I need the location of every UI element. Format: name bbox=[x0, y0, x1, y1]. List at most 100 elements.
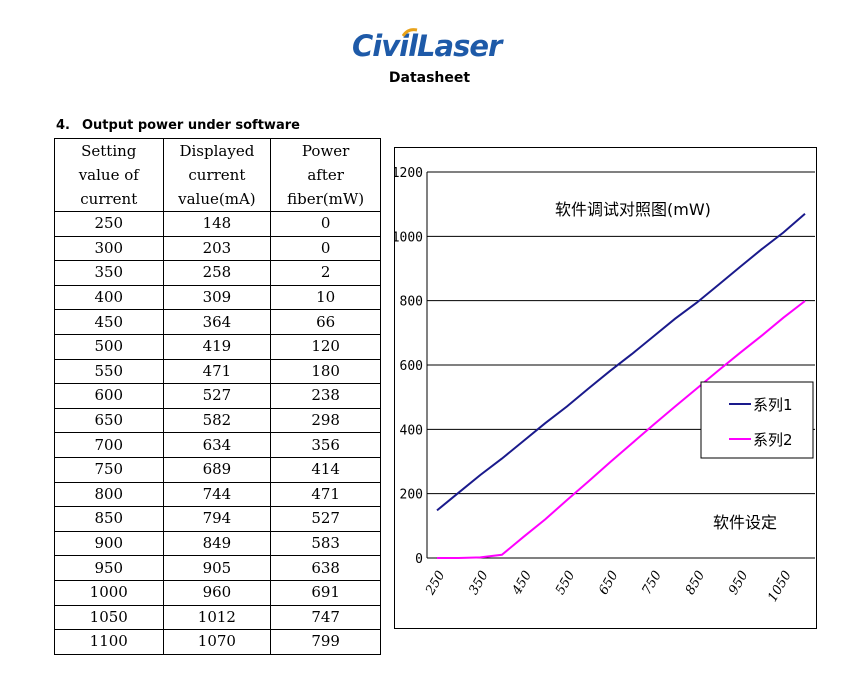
table-cell: 960 bbox=[162, 579, 272, 606]
y-tick-label: 1000 bbox=[395, 230, 423, 245]
header-line: Displayed bbox=[179, 142, 255, 160]
chart-gridlines bbox=[427, 171, 815, 559]
x-tick-label: 550 bbox=[553, 569, 578, 598]
y-tick-label: 0 bbox=[415, 552, 423, 567]
table-row: 800 744 471 bbox=[54, 481, 381, 508]
table-cell: 1050 bbox=[54, 604, 164, 631]
table-header-row: Setting value of current Displayed curre… bbox=[54, 138, 381, 212]
table-cell: 10 bbox=[270, 284, 381, 311]
table-row: 900 849 583 bbox=[54, 530, 381, 557]
header-line: current bbox=[188, 166, 246, 184]
header-power-after-fiber: Power after fiber(mW) bbox=[270, 138, 381, 212]
table-row: 250 148 0 bbox=[54, 211, 381, 237]
y-tick-label: 400 bbox=[400, 423, 423, 438]
logo-part-civil: Civil bbox=[352, 29, 418, 63]
table-cell: 550 bbox=[54, 358, 164, 385]
x-tick-label: 1050 bbox=[765, 569, 795, 605]
header-setting-value: Setting value of current bbox=[54, 138, 164, 212]
table-cell: 180 bbox=[270, 358, 381, 385]
table-row: 450 364 66 bbox=[54, 309, 381, 335]
header-line: value of bbox=[78, 166, 139, 184]
table-cell: 364 bbox=[162, 309, 272, 335]
table-row: 1050 1012 747 bbox=[54, 604, 381, 631]
table-row: 750 689 414 bbox=[54, 456, 381, 483]
x-tick-label: 850 bbox=[683, 569, 708, 598]
table-row: 1100 1070 799 bbox=[54, 629, 381, 655]
table-row: 1000 960 691 bbox=[54, 579, 381, 606]
table-cell: 691 bbox=[270, 579, 381, 606]
header-displayed-current: Displayed current value(mA) bbox=[162, 138, 272, 212]
table-row: 350 258 2 bbox=[54, 260, 381, 286]
page-subtitle: Datasheet bbox=[388, 70, 471, 86]
table-cell: 527 bbox=[162, 383, 272, 409]
table-row: 300 203 0 bbox=[54, 235, 381, 262]
table-row: 850 794 527 bbox=[54, 506, 381, 532]
series-line-1 bbox=[436, 213, 806, 512]
table-cell: 583 bbox=[270, 530, 381, 557]
legend-label: 系列1 bbox=[753, 396, 793, 414]
table-cell: 0 bbox=[270, 211, 381, 237]
table-cell: 203 bbox=[162, 235, 272, 262]
chart-legend: 系列1 系列2 bbox=[700, 381, 814, 459]
header-line: Power bbox=[301, 142, 350, 160]
table-cell: 700 bbox=[54, 432, 164, 458]
table-cell: 849 bbox=[162, 530, 272, 557]
table-cell: 799 bbox=[270, 629, 381, 655]
y-tick-label: 1200 bbox=[395, 166, 423, 181]
output-power-table: Setting value of current Displayed curre… bbox=[54, 138, 381, 655]
table-body: 250 148 0 300 203 0 350 258 2 400 309 10 450 364 66 500… bbox=[54, 211, 381, 655]
header-line: after bbox=[307, 166, 344, 184]
table-cell: 238 bbox=[270, 383, 381, 409]
y-tick-label: 200 bbox=[400, 488, 423, 503]
table-row: 950 905 638 bbox=[54, 555, 381, 581]
table-cell: 66 bbox=[270, 309, 381, 335]
header-line: value(mA) bbox=[178, 190, 256, 208]
table-cell: 414 bbox=[270, 456, 381, 483]
y-tick-label: 600 bbox=[400, 359, 423, 374]
chart-series bbox=[436, 213, 806, 559]
table-cell: 747 bbox=[270, 604, 381, 631]
section-heading: 4. Output power under software bbox=[56, 118, 300, 133]
table-cell: 419 bbox=[162, 333, 272, 360]
table-cell: 300 bbox=[54, 235, 164, 262]
table-cell: 582 bbox=[162, 407, 272, 434]
table-cell: 2 bbox=[270, 260, 381, 286]
x-tick-label: 950 bbox=[726, 569, 751, 598]
header-line: Setting bbox=[81, 142, 137, 160]
table-cell: 527 bbox=[270, 506, 381, 532]
table-cell: 900 bbox=[54, 530, 164, 557]
table-row: 700 634 356 bbox=[54, 432, 381, 458]
table-cell: 950 bbox=[54, 555, 164, 581]
x-tick-label: 650 bbox=[596, 569, 621, 598]
series-line-2 bbox=[437, 300, 806, 559]
table-cell: 250 bbox=[54, 211, 164, 237]
x-tick-label: 450 bbox=[509, 569, 535, 599]
power-chart: 0 200 400 600 800 1000 1200 250 350 450 550 650 750 8… bbox=[394, 147, 817, 629]
table-cell: 638 bbox=[270, 555, 381, 581]
table-cell: 350 bbox=[54, 260, 164, 286]
table-cell: 148 bbox=[162, 211, 272, 237]
table-cell: 650 bbox=[54, 407, 164, 434]
section-number: 4. bbox=[56, 118, 70, 133]
section-title: Output power under software bbox=[82, 118, 300, 133]
chart-title: 软件调试对照图(mW) bbox=[555, 200, 711, 219]
civillaser-logo: CivilLaser bbox=[352, 28, 522, 64]
table-cell: 471 bbox=[162, 358, 272, 385]
table-cell: 794 bbox=[162, 506, 272, 532]
table-cell: 450 bbox=[54, 309, 164, 335]
table-cell: 309 bbox=[162, 284, 272, 311]
table-cell: 0 bbox=[270, 235, 381, 262]
table-cell: 1070 bbox=[162, 629, 272, 655]
logo-swoosh-icon bbox=[402, 28, 418, 37]
table-cell: 471 bbox=[270, 481, 381, 508]
table-row: 600 527 238 bbox=[54, 383, 381, 409]
table-cell: 1100 bbox=[54, 629, 164, 655]
table-cell: 356 bbox=[270, 432, 381, 458]
table-cell: 744 bbox=[162, 481, 272, 508]
table-row: 650 582 298 bbox=[54, 407, 381, 434]
header-line: current bbox=[80, 190, 138, 208]
table-row: 550 471 180 bbox=[54, 358, 381, 385]
chart-svg: 0 200 400 600 800 1000 1200 250 350 450 550 650 750 8… bbox=[395, 166, 815, 605]
table-cell: 500 bbox=[54, 333, 164, 360]
table-cell: 1000 bbox=[54, 579, 164, 606]
